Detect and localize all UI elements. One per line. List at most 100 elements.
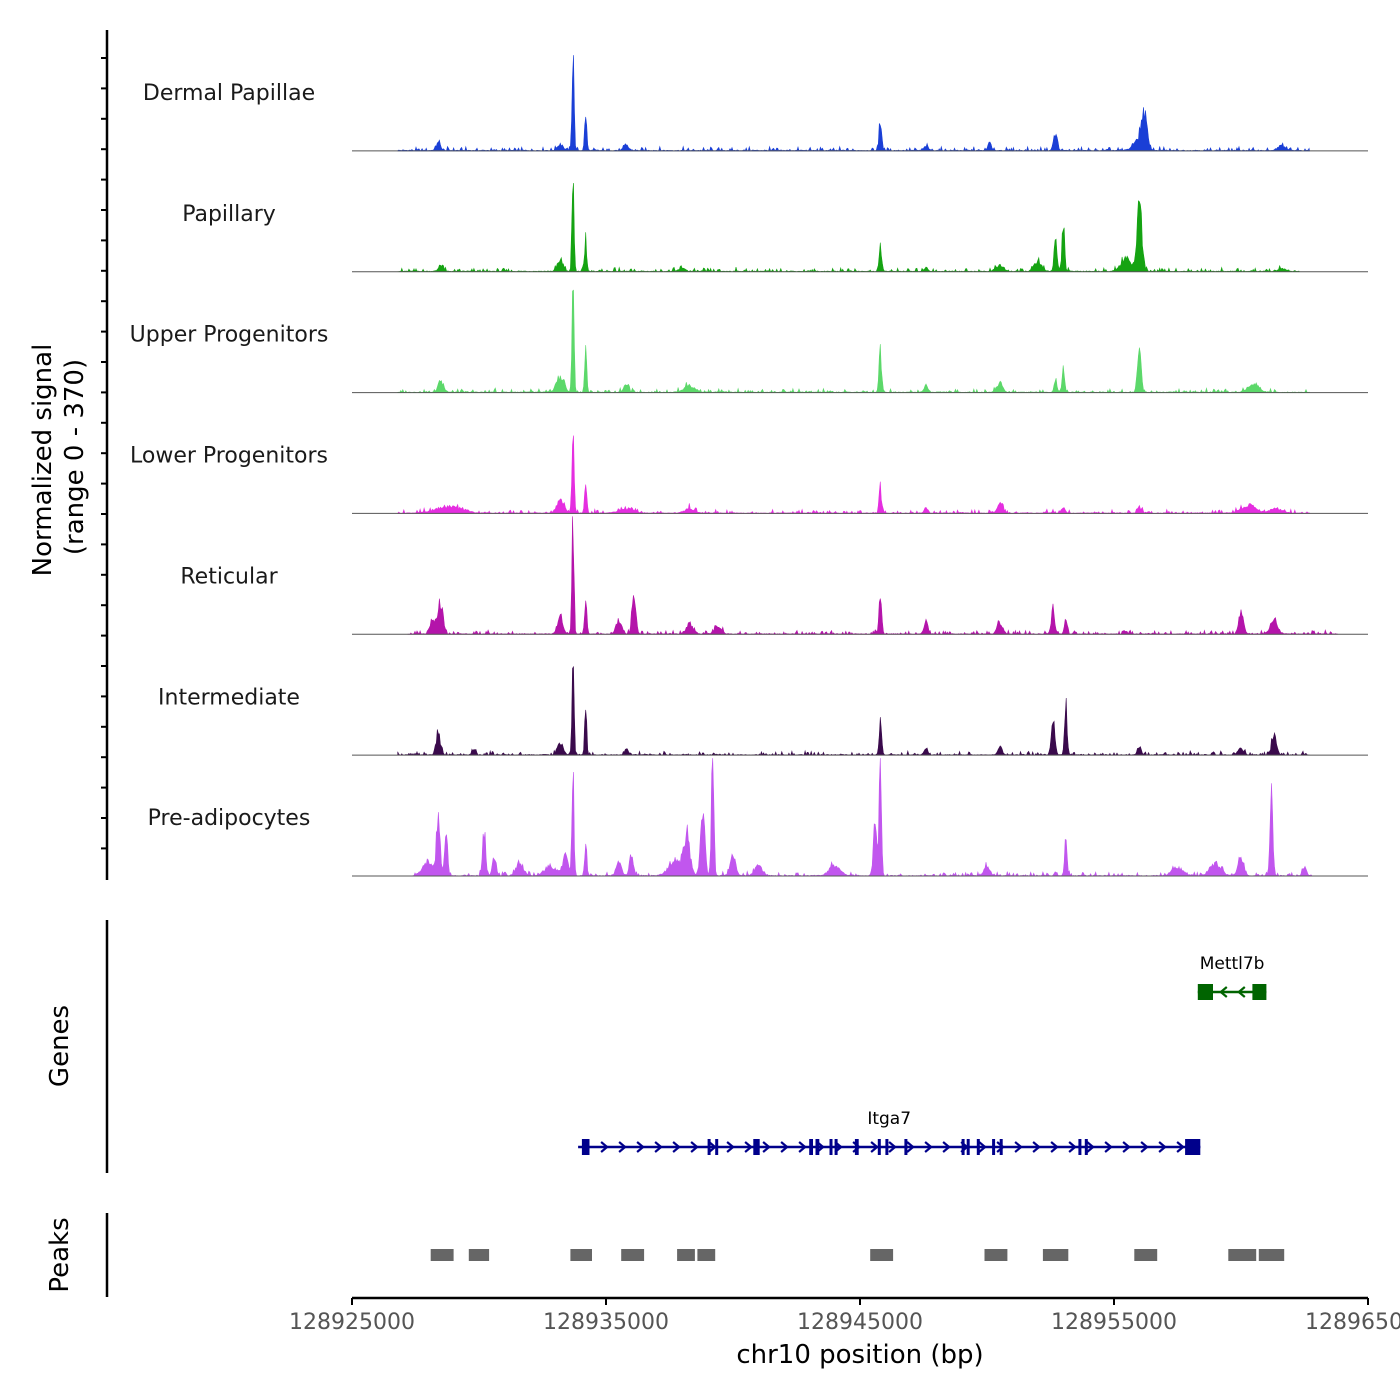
strand-arrow — [996, 1141, 1005, 1153]
strand-arrow — [1237, 986, 1246, 998]
gene-model: Itga7 — [578, 1109, 1201, 1155]
gene-exon — [707, 1139, 711, 1155]
gene-exon — [854, 1139, 859, 1155]
peak-region — [697, 1249, 716, 1261]
strand-arrow — [1014, 1141, 1023, 1153]
strand-arrow — [942, 1141, 951, 1153]
strand-arrow — [780, 1141, 789, 1153]
strand-arrow — [1122, 1141, 1131, 1153]
gene-exon — [904, 1139, 908, 1155]
gene-tracks: Mettl7b Itga7 — [105, 920, 1267, 1173]
gene-exon — [992, 1139, 996, 1155]
signal-track: Intermediate — [158, 665, 1368, 756]
strand-arrow — [708, 1141, 717, 1153]
strand-arrow — [726, 1141, 735, 1153]
strand-arrow — [1104, 1141, 1113, 1153]
signal-area — [397, 289, 1311, 394]
gene-name: Mettl7b — [1200, 954, 1265, 974]
track-label: Pre-adipocytes — [148, 806, 311, 831]
genes-track-title: Genes — [45, 1005, 75, 1087]
peak-region — [677, 1249, 695, 1261]
gene-exon — [809, 1139, 813, 1155]
x-tick-label: 128925000 — [289, 1310, 415, 1335]
track-label: Reticular — [180, 564, 278, 589]
strand-arrow — [600, 1141, 609, 1153]
gene-exon — [834, 1139, 838, 1155]
strand-arrow — [672, 1141, 681, 1153]
strand-arrow — [618, 1141, 627, 1153]
peak-region — [430, 1249, 454, 1261]
signal-tracks: Dermal Papillae Papillary Upper Progenitor… — [101, 30, 1368, 880]
gene-exon — [1084, 1139, 1088, 1155]
peak-track — [105, 1213, 1285, 1297]
signal-area — [397, 665, 1310, 756]
signal-area — [397, 435, 1311, 515]
strand-arrow — [798, 1141, 807, 1153]
strand-arrow — [1219, 986, 1228, 998]
track-label: Papillary — [182, 202, 276, 227]
gene-exon — [1185, 1139, 1201, 1155]
gene-exon — [1252, 984, 1267, 1000]
signal-area — [397, 55, 1310, 152]
gene-exon — [961, 1139, 965, 1155]
signal-track: Dermal Papillae — [143, 55, 1368, 152]
strand-arrow — [762, 1141, 771, 1153]
strand-arrow — [1176, 1141, 1185, 1153]
x-tick-label: 128965000 — [1305, 1310, 1400, 1335]
strand-arrow — [636, 1141, 645, 1153]
strand-arrow — [870, 1141, 879, 1153]
y-axis-title-line2: (range 0 - 370) — [60, 359, 90, 555]
x-axis: 128925000 128935000 128945000 128955000 1289… — [289, 1296, 1400, 1335]
strand-arrow — [906, 1141, 915, 1153]
signal-track: Reticular — [180, 516, 1368, 635]
gene-exon — [715, 1139, 719, 1155]
peak-region — [1134, 1249, 1158, 1261]
gene-name: Itga7 — [867, 1109, 911, 1129]
track-label: Intermediate — [158, 685, 300, 710]
strand-arrow — [1050, 1141, 1059, 1153]
track-label: Lower Progenitors — [130, 444, 328, 469]
strand-arrow — [744, 1141, 753, 1153]
peak-region — [984, 1249, 1008, 1261]
gene-exon — [815, 1139, 820, 1155]
strand-arrow — [1068, 1141, 1077, 1153]
gene-exon — [829, 1139, 833, 1155]
x-axis-title: chr10 position (bp) — [736, 1340, 983, 1370]
gene-exon — [976, 1139, 980, 1155]
signal-area — [412, 758, 1313, 877]
gene-exon — [1197, 984, 1213, 1000]
track-label: Upper Progenitors — [130, 323, 329, 348]
signal-track: Lower Progenitors — [130, 435, 1368, 515]
gene-exon — [1078, 1139, 1082, 1155]
strand-arrow — [924, 1141, 933, 1153]
x-tick-label: 128955000 — [1051, 1310, 1177, 1335]
peak-region — [468, 1249, 490, 1261]
gene-exon — [966, 1139, 970, 1155]
strand-arrow — [1086, 1141, 1095, 1153]
gene-model: Mettl7b — [1197, 954, 1267, 1000]
track-label: Dermal Papillae — [143, 81, 315, 106]
strand-arrow — [978, 1141, 987, 1153]
signal-track: Pre-adipocytes — [148, 758, 1368, 877]
gene-exon — [999, 1139, 1003, 1155]
peak-region — [1042, 1249, 1069, 1261]
x-tick-label: 128935000 — [543, 1310, 669, 1335]
x-tick-label: 128945000 — [797, 1310, 923, 1335]
peak-region — [1258, 1249, 1285, 1261]
signal-area — [407, 516, 1338, 635]
peak-region — [621, 1249, 645, 1261]
y-axis-title-line1: Normalized signal — [28, 344, 58, 577]
peak-region — [1228, 1249, 1257, 1261]
strand-arrow — [1032, 1141, 1041, 1153]
gene-exon — [753, 1139, 760, 1155]
strand-arrow — [888, 1141, 897, 1153]
strand-arrow — [1158, 1141, 1167, 1153]
peak-region — [570, 1249, 592, 1261]
gene-exon — [581, 1139, 590, 1155]
gene-exon — [885, 1139, 889, 1155]
signal-track: Papillary — [182, 182, 1368, 273]
strand-arrow — [654, 1141, 663, 1153]
gene-exon — [877, 1139, 881, 1155]
strand-arrow — [1140, 1141, 1149, 1153]
